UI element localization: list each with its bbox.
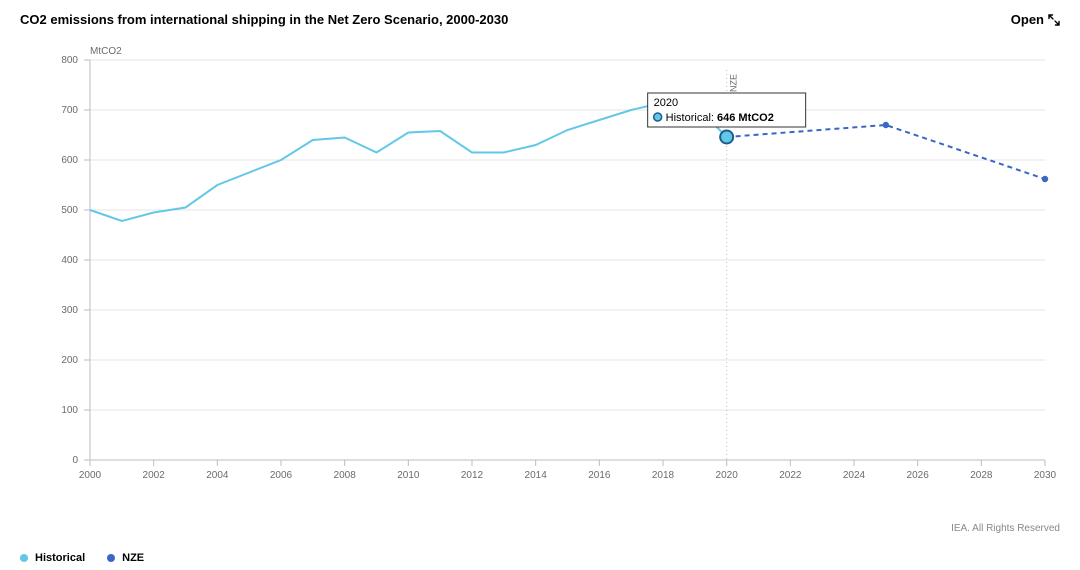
legend-item-nze[interactable]: NZE [107, 552, 144, 564]
credit-text: IEA. All Rights Reserved [951, 523, 1060, 534]
open-button[interactable]: Open [1011, 12, 1060, 27]
legend-item-historical[interactable]: Historical [20, 552, 85, 564]
legend-label-historical: Historical [35, 552, 85, 564]
tooltip-series-label: Historical: 646 MtCO2 [666, 112, 774, 124]
legend-dot-nze [107, 554, 115, 562]
chart-header: CO2 emissions from international shippin… [0, 0, 1080, 27]
x-tick-label: 2010 [397, 470, 420, 481]
y-tick-label: 500 [61, 205, 78, 216]
expand-icon [1048, 14, 1060, 26]
x-tick-label: 2014 [525, 470, 548, 481]
y-tick-label: 400 [61, 255, 78, 266]
x-tick-label: 2020 [716, 470, 739, 481]
marker-nze[interactable] [1042, 176, 1048, 182]
y-tick-label: 0 [72, 455, 78, 466]
x-tick-label: 2008 [334, 470, 357, 481]
x-tick-label: 2002 [143, 470, 166, 481]
x-tick-label: 2018 [652, 470, 675, 481]
x-tick-label: 2016 [588, 470, 611, 481]
chart-title: CO2 emissions from international shippin… [20, 12, 508, 27]
open-button-label: Open [1011, 12, 1044, 27]
series-historical[interactable] [90, 103, 727, 222]
y-tick-label: 700 [61, 105, 78, 116]
hover-marker[interactable] [720, 131, 733, 144]
x-tick-label: 2030 [1034, 470, 1057, 481]
x-tick-label: 2022 [779, 470, 802, 481]
x-tick-label: 2004 [206, 470, 229, 481]
chart-area: MtCO2 0 100 200 300 400 500 600 700 800 2000 2002 20… [20, 40, 1060, 510]
y-tick-label: 300 [61, 305, 78, 316]
y-tick-label: 800 [61, 55, 78, 66]
y-tick-label: 100 [61, 405, 78, 416]
x-tick-label: 2024 [843, 470, 866, 481]
footer: Historical NZE [20, 552, 1060, 564]
reference-line-label: NZE [729, 74, 739, 92]
x-tick-label: 2006 [270, 470, 293, 481]
x-tick-label: 2026 [907, 470, 930, 481]
y-axis-unit-label: MtCO2 [90, 46, 122, 57]
x-tick-label: 2028 [970, 470, 993, 481]
x-tick-label: 2000 [79, 470, 102, 481]
legend-label-nze: NZE [122, 552, 144, 564]
series-nze[interactable] [727, 125, 1045, 179]
legend-dot-historical [20, 554, 28, 562]
y-tick-label: 600 [61, 155, 78, 166]
marker-nze[interactable] [883, 122, 889, 128]
y-tick-label: 200 [61, 355, 78, 366]
tooltip-dot-icon [654, 113, 662, 121]
legend: Historical NZE [20, 552, 144, 564]
tooltip-year: 2020 [654, 97, 678, 109]
line-chart[interactable]: MtCO2 0 100 200 300 400 500 600 700 800 2000 2002 20… [20, 40, 1060, 510]
x-tick-label: 2012 [461, 470, 484, 481]
